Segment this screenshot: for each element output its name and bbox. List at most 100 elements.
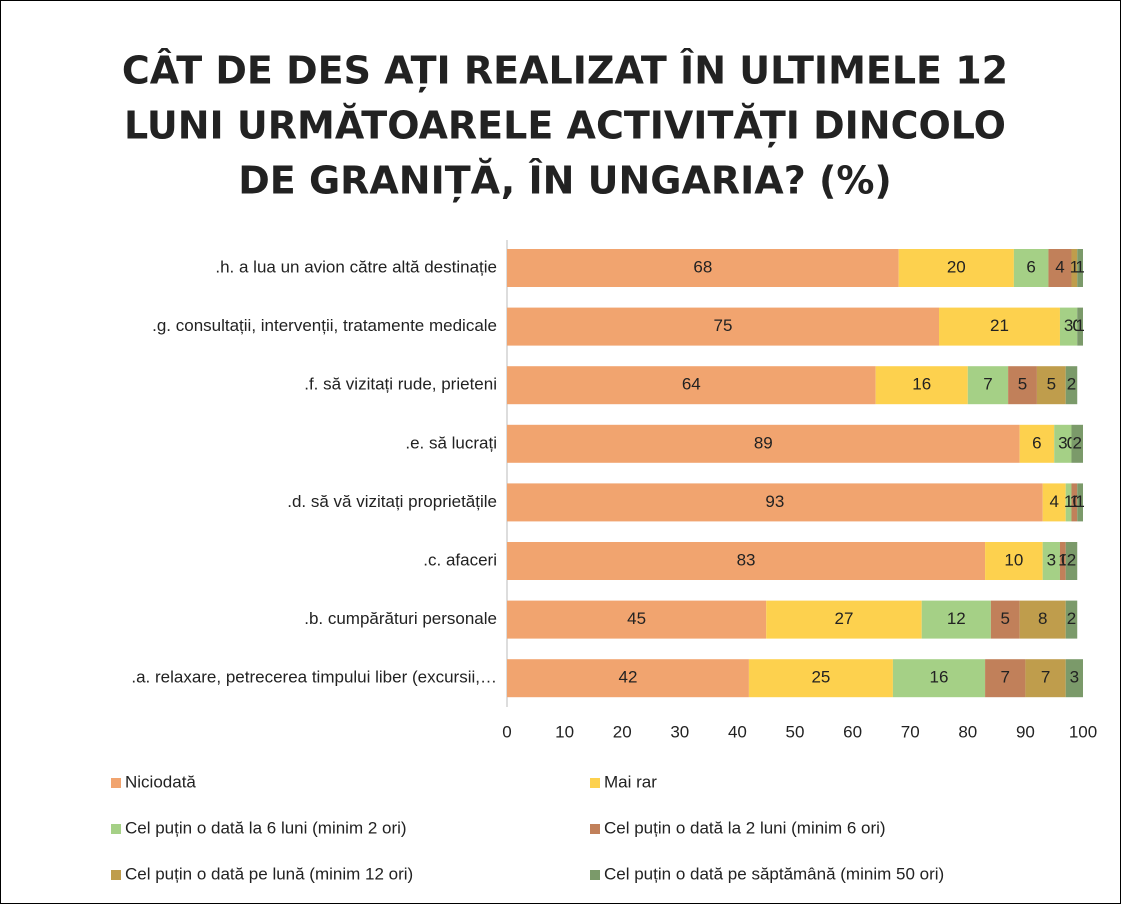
legend-swatch: [111, 870, 121, 880]
x-tick-label: 30: [670, 722, 689, 741]
bar-segment: [1059, 307, 1078, 346]
chart-title: CÂT DE DES AȚI REALIZAT ÎN ULTIMELE 12: [122, 49, 1008, 93]
x-tick-label: 20: [613, 722, 632, 741]
data-label: 7: [1001, 668, 1010, 687]
bar-segment: [1019, 600, 1066, 639]
bar-segment: [1013, 249, 1049, 287]
x-tick-label: 50: [786, 722, 805, 741]
data-label: 5: [1018, 375, 1027, 394]
data-label: 45: [627, 609, 646, 628]
data-label: 1: [1070, 492, 1079, 511]
x-tick-label: 100: [1069, 722, 1097, 741]
data-label: 3: [1070, 668, 1079, 687]
data-label: 83: [737, 550, 756, 569]
bar-segment: [1077, 249, 1083, 287]
bar-segment: [939, 307, 1060, 346]
bar-segment: [1059, 542, 1066, 580]
category-label: .g. consultații, intervenții, tratamente…: [152, 316, 497, 335]
bar-segment: [1065, 600, 1078, 639]
bar-segment: [1065, 659, 1083, 698]
category-label: .b. cumpărături personale: [304, 609, 497, 628]
data-label: 4: [1049, 492, 1058, 511]
bar-segment: [507, 249, 899, 287]
category-label: .d. să vă vizitați proprietățile: [287, 492, 497, 511]
data-label: 8: [1038, 609, 1047, 628]
bar-segment: [990, 600, 1020, 639]
data-label: 4: [1055, 257, 1064, 276]
bar-segment: [507, 483, 1043, 522]
x-tick-label: 10: [555, 722, 574, 741]
data-label: 12: [947, 609, 966, 628]
bar-segment: [507, 424, 1020, 463]
bar-segment: [1048, 249, 1072, 287]
data-label: 93: [765, 492, 784, 511]
bar-segment: [875, 366, 968, 405]
x-tick-label: 80: [958, 722, 977, 741]
bar-segment: [766, 600, 922, 639]
bar-segment: [1054, 424, 1072, 463]
bar-segment: [1042, 542, 1060, 580]
data-label: 6: [1026, 257, 1035, 276]
data-label: 42: [618, 668, 637, 687]
bar-segment: [898, 249, 1014, 287]
data-label: 1: [1075, 316, 1084, 335]
bar-segment: [985, 542, 1043, 580]
bar-segment: [1065, 483, 1072, 522]
bar-segment: [1071, 483, 1078, 522]
data-label: 1: [1058, 550, 1067, 569]
chart-title: DE GRANIȚĂ, ÎN UNGARIA? (%): [238, 159, 892, 203]
data-label: 3: [1058, 433, 1067, 452]
bar-segment: [507, 366, 876, 405]
legend-label: Cel puțin o dată la 2 luni (minim 6 ori): [604, 818, 886, 837]
bar-segment: [1025, 659, 1066, 698]
legend-label: Cel puțin o dată pe săptămână (minim 50 …: [604, 864, 944, 883]
data-label: 1: [1070, 257, 1079, 276]
bar-segment: [507, 542, 986, 580]
legend-swatch: [590, 778, 600, 788]
data-label: 3: [1047, 550, 1056, 569]
bar-segment: [507, 307, 939, 346]
data-label: 75: [714, 316, 733, 335]
chart-title: LUNI URMĂTOARELE ACTIVITĂȚI DINCOLO: [124, 104, 1006, 148]
category-label: .a. relaxare, petrecerea timpului liber …: [131, 668, 497, 687]
bar-segment: [1042, 483, 1066, 522]
data-label: 7: [1041, 668, 1050, 687]
category-label: .h. a lua un avion către altă destinație: [215, 257, 497, 276]
category-label: .f. să vizitați rude, prieteni: [304, 375, 497, 394]
legend-swatch: [111, 778, 121, 788]
x-tick-label: 70: [901, 722, 920, 741]
data-label: 2: [1067, 375, 1076, 394]
bar-segment: [892, 659, 986, 698]
data-label: 7: [983, 375, 992, 394]
bar-segment: [1065, 366, 1078, 405]
bar-segment: [1036, 366, 1066, 405]
bar-segment: [1065, 542, 1078, 580]
legend-swatch: [590, 870, 600, 880]
bar-segment: [967, 366, 1009, 405]
bar-segment: [921, 600, 991, 639]
data-label: 64: [682, 375, 701, 394]
data-label: 1: [1075, 492, 1084, 511]
bar-segment: [507, 600, 767, 639]
data-label: 2: [1067, 609, 1076, 628]
data-label: 89: [754, 433, 773, 452]
x-tick-label: 0: [502, 722, 511, 741]
bar-segment: [1077, 307, 1083, 346]
data-label: 16: [930, 668, 949, 687]
data-label: 10: [1004, 550, 1023, 569]
data-label: 21: [990, 316, 1009, 335]
bar-segment: [748, 659, 893, 698]
bar-segment: [985, 659, 1026, 698]
data-label: 16: [912, 375, 931, 394]
data-label: 3: [1064, 316, 1073, 335]
legend-label: Cel puțin o dată pe lună (minim 12 ori): [125, 864, 413, 883]
data-label: 68: [693, 257, 712, 276]
x-tick-label: 60: [843, 722, 862, 741]
bar-segment: [1071, 249, 1078, 287]
data-label: 27: [834, 609, 853, 628]
x-tick-label: 90: [1016, 722, 1035, 741]
data-label: 5: [1047, 375, 1056, 394]
legend-swatch: [590, 824, 600, 834]
x-tick-label: 40: [728, 722, 747, 741]
